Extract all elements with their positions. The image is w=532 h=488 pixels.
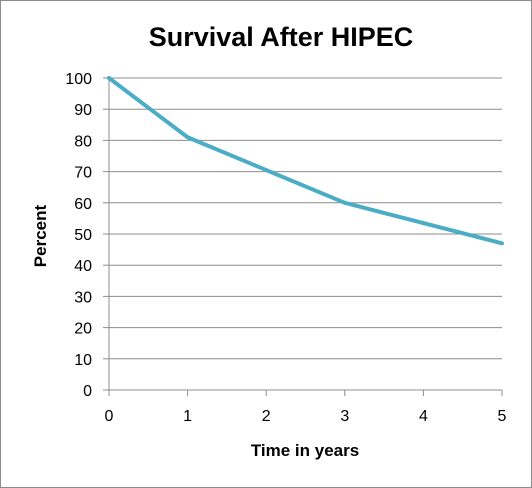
y-tick-label: 40 xyxy=(74,258,92,275)
x-tick-labels: 0 1 2 3 4 5 xyxy=(105,408,507,425)
x-tick-label: 1 xyxy=(183,408,192,425)
gridlines xyxy=(109,77,502,360)
x-tick-label: 5 xyxy=(498,408,507,425)
data-point xyxy=(185,135,190,140)
y-axis-title: Percent xyxy=(31,204,50,267)
series-line-0 xyxy=(107,76,503,246)
y-tick-label: 30 xyxy=(74,289,92,306)
x-tick-label: 2 xyxy=(262,408,271,425)
y-tick-label: 80 xyxy=(74,133,92,150)
series xyxy=(107,76,504,246)
y-tick-label: 90 xyxy=(74,102,92,119)
y-tick-label: 60 xyxy=(74,196,92,213)
x-tick-label: 0 xyxy=(105,408,114,425)
y-tick-label: 100 xyxy=(65,71,92,88)
x-axis-title: Time in years xyxy=(251,441,359,460)
data-point xyxy=(342,200,347,205)
y-tick-label: 0 xyxy=(83,383,92,400)
x-tick-label: 3 xyxy=(340,408,349,425)
y-tick-label: 20 xyxy=(74,321,92,338)
axes xyxy=(103,77,503,396)
y-tick-labels: 0 10 20 30 40 50 60 70 80 90 100 xyxy=(65,71,92,400)
data-point xyxy=(500,241,504,246)
y-tick-label: 50 xyxy=(74,227,92,244)
data-point xyxy=(107,76,111,80)
chart-title: Survival After HIPEC xyxy=(149,22,414,52)
data-point xyxy=(264,168,269,173)
x-tick-label: 4 xyxy=(419,408,428,425)
y-tick-label: 70 xyxy=(74,165,92,182)
data-point xyxy=(421,221,426,226)
y-tick-label: 10 xyxy=(74,352,92,369)
